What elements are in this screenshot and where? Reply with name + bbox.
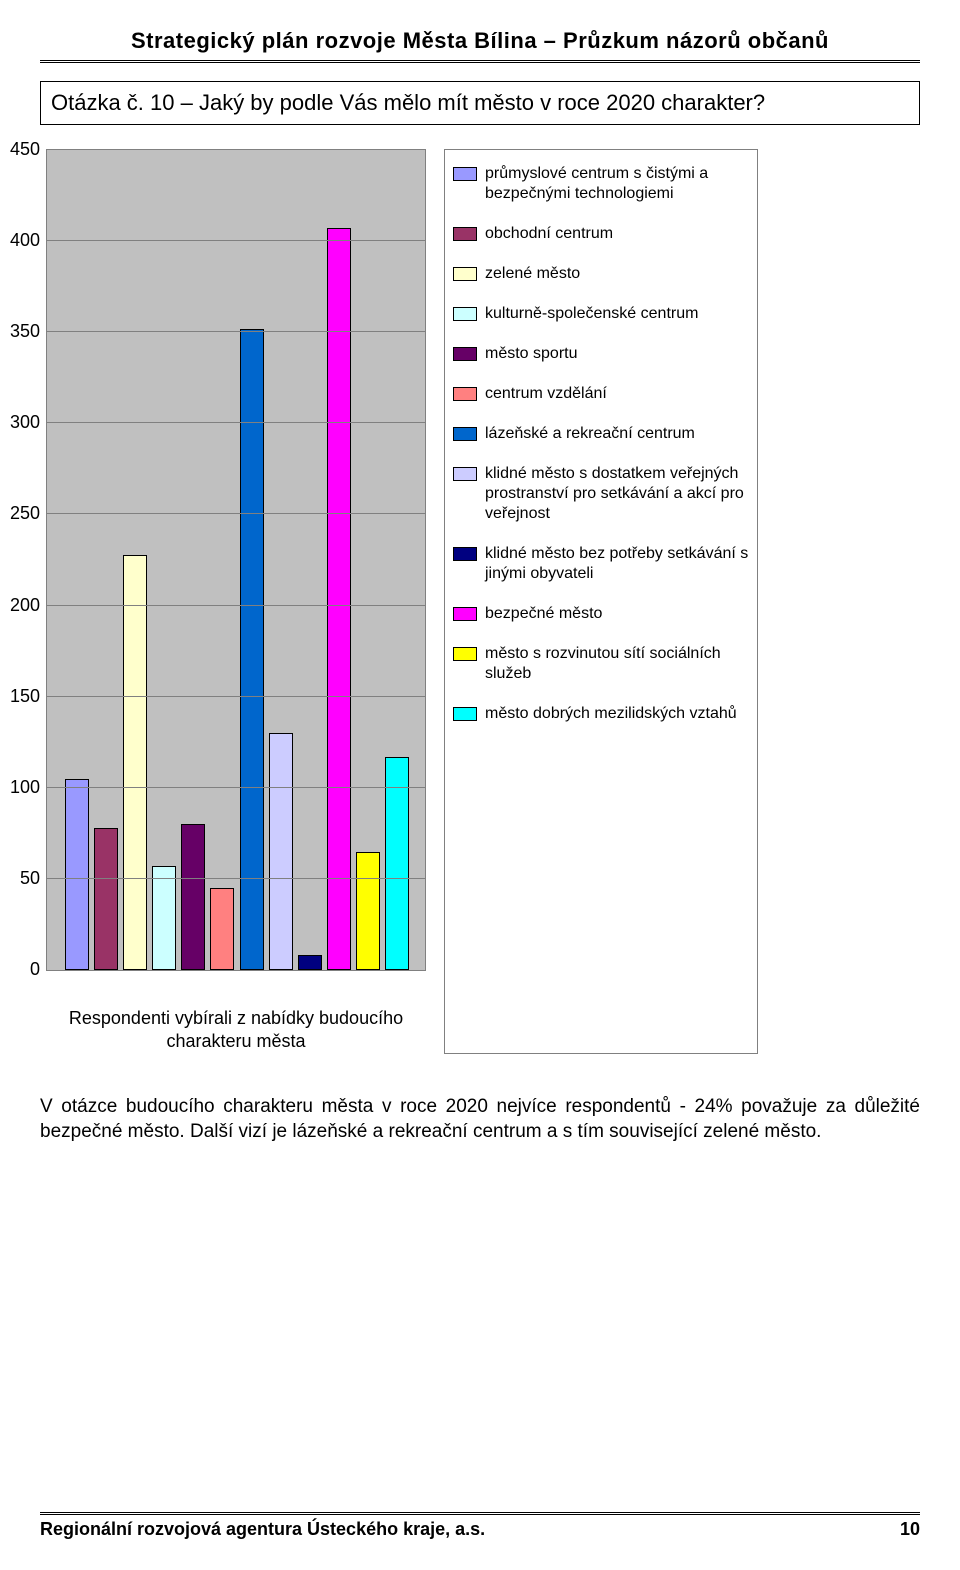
legend-label: lázeňské a rekreační centrum: [485, 424, 695, 444]
legend-swatch: [453, 547, 477, 561]
bar: [65, 779, 89, 970]
x-axis-caption: Respondenti vybírali z nabídky budoucího…: [46, 971, 426, 1054]
bar: [298, 955, 322, 970]
legend-item: klidné město bez potřeby setkávání s jin…: [451, 534, 751, 594]
header-rule: [40, 60, 920, 63]
bar: [152, 866, 176, 970]
bar: [240, 329, 264, 970]
footer-org: Regionální rozvojová agentura Ústeckého …: [40, 1519, 485, 1540]
legend-item: průmyslové centrum s čistými a bezpečným…: [451, 154, 751, 214]
page-header-title: Strategický plán rozvoje Města Bílina – …: [40, 28, 920, 54]
bar: [269, 733, 293, 970]
legend-label: město s rozvinutou sítí sociálních služe…: [485, 644, 749, 684]
legend-label: centrum vzdělání: [485, 384, 607, 404]
legend-label: klidné město s dostatkem veřejných prost…: [485, 464, 749, 524]
legend-label: město sportu: [485, 344, 577, 364]
bar: [181, 824, 205, 970]
legend-swatch: [453, 647, 477, 661]
bar: [94, 828, 118, 970]
legend-label: zelené město: [485, 264, 580, 284]
bar: [210, 888, 234, 970]
bar: [385, 757, 409, 970]
legend-item: město dobrých mezilidských vztahů: [451, 694, 751, 734]
legend-item: bezpečné město: [451, 594, 751, 634]
legend-label: klidné město bez potřeby setkávání s jin…: [485, 544, 749, 584]
legend-item: město sportu: [451, 334, 751, 374]
legend-swatch: [453, 227, 477, 241]
legend-label: průmyslové centrum s čistými a bezpečným…: [485, 164, 749, 204]
question-box: Otázka č. 10 – Jaký by podle Vás mělo mí…: [40, 81, 920, 125]
legend-label: kulturně-společenské centrum: [485, 304, 698, 324]
legend-item: zelené město: [451, 254, 751, 294]
bar: [123, 555, 147, 970]
legend-swatch: [453, 387, 477, 401]
footer-page-number: 10: [900, 1519, 920, 1540]
legend-swatch: [453, 607, 477, 621]
chart-container: 450400350300250200150100500 Respondenti …: [40, 149, 920, 1054]
legend-swatch: [453, 307, 477, 321]
legend-item: centrum vzdělání: [451, 374, 751, 414]
legend-swatch: [453, 347, 477, 361]
analysis-text: V otázce budoucího charakteru města v ro…: [40, 1094, 920, 1145]
legend-swatch: [453, 707, 477, 721]
legend-label: bezpečné město: [485, 604, 602, 624]
legend-swatch: [453, 267, 477, 281]
legend-item: město s rozvinutou sítí sociálních služe…: [451, 634, 751, 694]
bars-group: [65, 150, 407, 970]
legend-item: klidné město s dostatkem veřejných prost…: [451, 454, 751, 534]
bar: [356, 852, 380, 970]
chart-legend: průmyslové centrum s čistými a bezpečným…: [444, 149, 758, 1054]
chart-plot-area: [46, 149, 426, 971]
legend-swatch: [453, 467, 477, 481]
bar: [327, 228, 351, 970]
legend-item: obchodní centrum: [451, 214, 751, 254]
legend-label: město dobrých mezilidských vztahů: [485, 704, 737, 724]
legend-label: obchodní centrum: [485, 224, 613, 244]
legend-item: kulturně-společenské centrum: [451, 294, 751, 334]
legend-swatch: [453, 167, 477, 181]
legend-item: lázeňské a rekreační centrum: [451, 414, 751, 454]
legend-swatch: [453, 427, 477, 441]
